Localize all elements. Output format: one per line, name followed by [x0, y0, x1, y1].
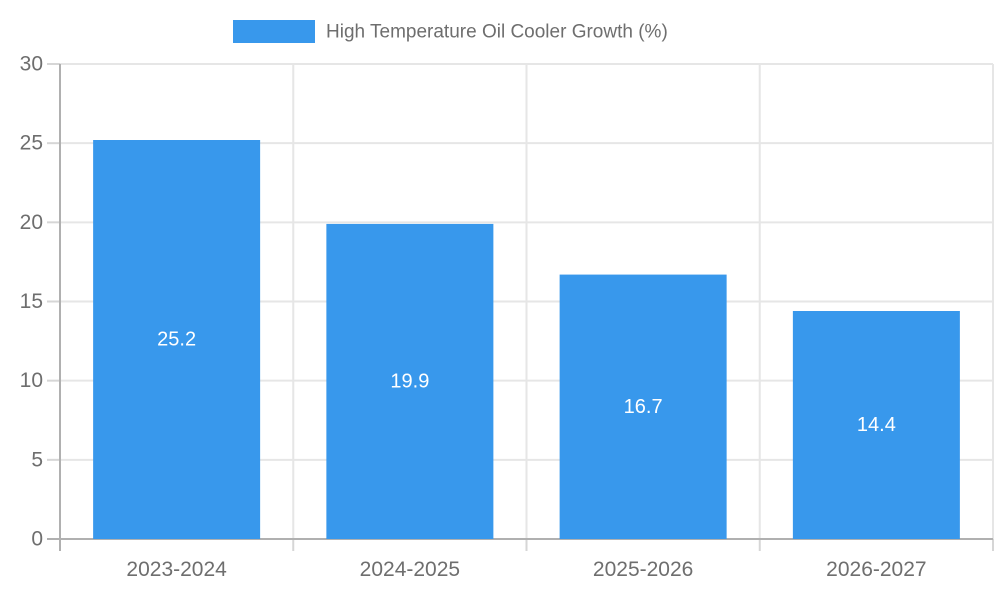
legend: High Temperature Oil Cooler Growth (%): [233, 20, 668, 43]
bar: [559, 274, 727, 539]
x-category-label: 2026-2027: [826, 558, 926, 581]
y-tick-label: 0: [31, 528, 43, 551]
legend-label: High Temperature Oil Cooler Growth (%): [326, 22, 668, 43]
bar-value-label: 16.7: [624, 396, 663, 418]
bar: [326, 223, 494, 539]
y-tick-label: 10: [20, 369, 43, 392]
bar-value-label: 14.4: [857, 414, 896, 436]
bar: [792, 311, 960, 539]
x-category-label: 2023-2024: [126, 558, 227, 581]
y-tick-label: 25: [20, 132, 43, 155]
legend-swatch: [233, 20, 315, 43]
y-tick-label: 20: [20, 211, 43, 234]
bar: [93, 140, 261, 539]
y-tick-label: 15: [20, 290, 43, 313]
x-category-label: 2025-2026: [593, 558, 693, 581]
bar-value-label: 19.9: [390, 370, 429, 392]
bar-series: [93, 140, 960, 539]
bar-value-label: 25.2: [157, 329, 196, 351]
label-layer: 0 5 10 15 20 25 30 25.2 2023-2024 19.9 2024-2025 16…: [20, 53, 927, 582]
y-tick-label: 5: [31, 448, 43, 471]
y-tick-label: 30: [20, 53, 43, 76]
x-category-label: 2024-2025: [360, 558, 460, 581]
